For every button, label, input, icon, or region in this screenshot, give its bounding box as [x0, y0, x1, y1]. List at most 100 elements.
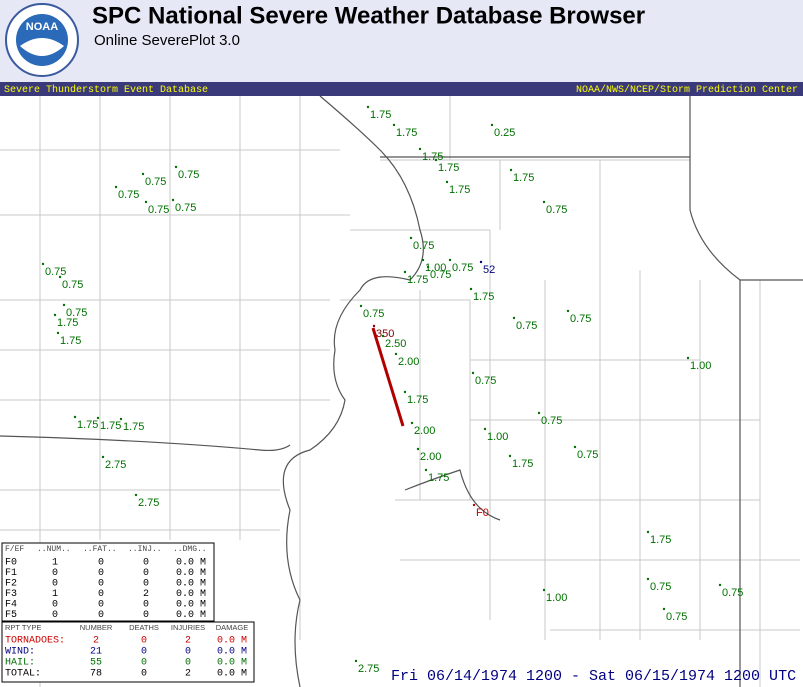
summary-cell: WIND: — [5, 647, 35, 658]
fscale-cell: 0 — [143, 610, 149, 621]
summary-cell: 0.0 M — [217, 658, 247, 669]
fscale-header: ..INJ.. — [128, 545, 162, 554]
report-label: 1.75 — [449, 184, 470, 196]
tornado-track — [371, 327, 405, 427]
report-dot — [53, 313, 57, 317]
date-range: Fri 06/14/1974 1200 - Sat 06/15/1974 120… — [391, 668, 796, 685]
summary-cell: 0 — [185, 647, 191, 658]
report-label: 1.75 — [428, 472, 449, 484]
report-dot — [41, 262, 45, 266]
fscale-cell: 0 — [98, 600, 104, 611]
map-labels: 1.751.75 0.251.751.751.750.750.750.750.75… — [41, 105, 743, 675]
report-dot — [381, 334, 385, 338]
report-label: 2.00 — [398, 356, 419, 368]
report-dot — [490, 123, 494, 127]
fscale-cell: 0 — [143, 568, 149, 579]
report-dot — [394, 352, 398, 356]
fscale-header: ..FAT.. — [83, 545, 117, 554]
report-dot — [434, 158, 438, 162]
report-dot — [119, 417, 123, 421]
info-bar — [0, 82, 803, 96]
report-label: 0.75 — [546, 204, 567, 216]
report-dot — [418, 147, 422, 151]
report-dot — [508, 454, 512, 458]
report-label: 0.75 — [577, 449, 598, 461]
summary-cell: 0 — [141, 636, 147, 647]
fscale-cell: 0.0 M — [176, 610, 206, 621]
report-label: 1.75 — [407, 274, 428, 286]
fscale-box — [1, 542, 215, 622]
report-label: 1.75 — [407, 394, 428, 406]
summary-header: DEATHS — [129, 623, 159, 632]
fscale-cell: 0.0 M — [176, 558, 206, 569]
summary-cell: TOTAL: — [5, 669, 41, 680]
report-label: 0.75 — [666, 611, 687, 623]
report-label: 1.75 — [650, 534, 671, 546]
report-label: 0.75 — [148, 204, 169, 216]
summary-cell: 0 — [141, 658, 147, 669]
report-label: 1.00 — [487, 431, 508, 443]
header-bg — [0, 0, 803, 82]
report-label: 0.75 — [722, 587, 743, 599]
fscale-cell: 0 — [98, 610, 104, 621]
fscale-header: ..DMG.. — [173, 545, 207, 554]
fscale-cell: 0 — [52, 568, 58, 579]
report-label: F0 — [476, 507, 489, 519]
report-dot — [426, 265, 430, 269]
report-label: 0.75 — [145, 176, 166, 188]
report-dot — [366, 105, 370, 109]
report-dot — [573, 445, 577, 449]
report-dot — [662, 607, 666, 611]
report-label: 1.75 — [396, 127, 417, 139]
report-label: 0.75 — [62, 279, 83, 291]
fscale-cell: 1 — [52, 589, 58, 600]
report-label: 0.75 — [475, 375, 496, 387]
fscale-cell: F2 — [5, 579, 17, 590]
report-dot — [409, 236, 413, 240]
logo-bird — [20, 38, 64, 56]
report-label: 52 — [483, 264, 495, 276]
summary-header: NUMBER — [80, 623, 113, 632]
report-label: 1.75 — [513, 172, 534, 184]
summary-cell: 78 — [90, 669, 102, 680]
report-label: 2.50 — [385, 338, 406, 350]
tables: F/EF ..NUM.. ..FAT.. ..INJ.. ..DMG..F0 1 0 0 0.0… — [1, 542, 255, 683]
summary-box — [1, 621, 255, 683]
summary-cell: 0 — [141, 647, 147, 658]
report-label: 0.75 — [570, 313, 591, 325]
report-label: 2.00 — [414, 425, 435, 437]
fscale-cell: 0 — [98, 579, 104, 590]
report-dot — [354, 659, 358, 663]
report-dot — [646, 577, 650, 581]
report-dot — [509, 168, 513, 172]
report-label: 0.75 — [175, 202, 196, 214]
report-dot — [479, 260, 483, 264]
report-label: 0.75 — [118, 189, 139, 201]
report-label: 2.75 — [138, 497, 159, 509]
report-dot — [718, 583, 722, 587]
report-label: 0.75 — [452, 262, 473, 274]
bar-right: NOAA/NWS/NCEP/Storm Prediction Center — [576, 84, 798, 96]
fscale-cell: 0 — [143, 579, 149, 590]
fscale-cell: 0.0 M — [176, 579, 206, 590]
bar-left: Severe Thunderstorm Event Database — [4, 84, 208, 96]
report-dot — [134, 493, 138, 497]
report-label: 1.75 — [473, 291, 494, 303]
report-dot — [403, 270, 407, 274]
report-dot — [58, 275, 62, 279]
summary-cell: 2 — [185, 669, 191, 680]
fscale-cell: 2 — [143, 589, 149, 600]
fscale-cell: 0 — [98, 558, 104, 569]
fscale-cell: F5 — [5, 610, 17, 621]
summary-cell: 21 — [90, 647, 102, 658]
fscale-cell: F3 — [5, 589, 17, 600]
report-label: 350 — [376, 328, 394, 340]
fscale-cell: 0 — [52, 600, 58, 611]
report-label: 1.75 — [512, 458, 533, 470]
report-dot — [144, 200, 148, 204]
report-label: 0.75 — [516, 320, 537, 332]
summary-cell: HAIL: — [5, 658, 35, 669]
fscale-cell: 0.0 M — [176, 568, 206, 579]
report-dot — [686, 356, 690, 360]
report-dot — [472, 503, 476, 507]
